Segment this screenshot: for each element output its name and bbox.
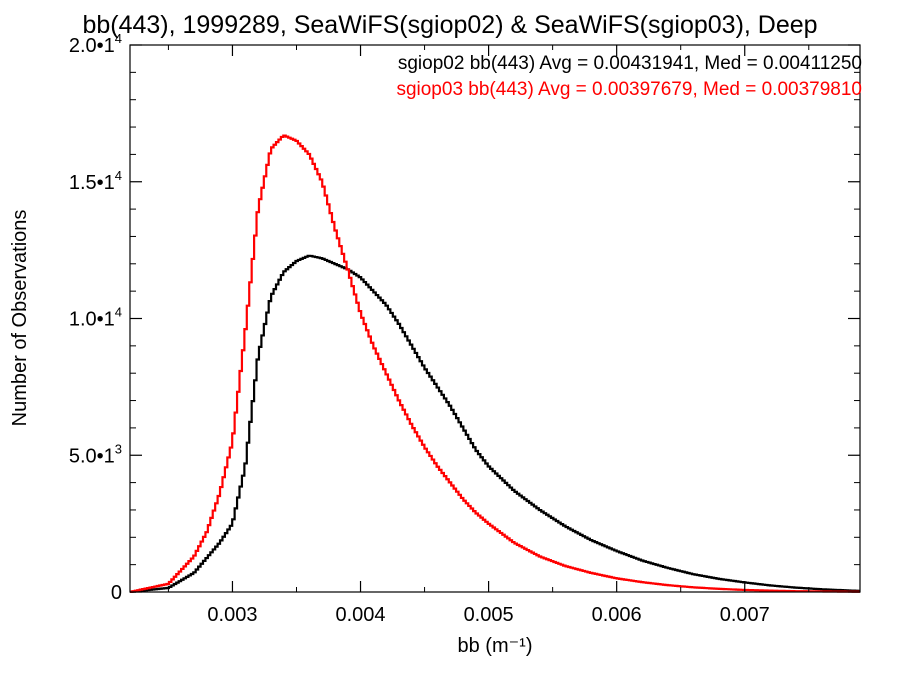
x-tick-label: 0.004 [335,604,385,626]
y-axis: 0 5.0•13 1.0•14 1.5•14 2.0•14 [69,31,860,604]
series-line-sgiop02 [130,254,860,593]
x-tick-label: 0.005 [464,604,514,626]
x-tick-label: 0.007 [720,604,770,626]
legend: sgiop02 bb(443) Avg = 0.00431941, Med = … [396,53,862,100]
x-tick-label: 0.006 [592,604,642,626]
x-tick-label: 0.003 [207,604,257,626]
series-line-sgiop03 [130,134,860,593]
plot-area [130,134,860,593]
y-tick-label: 1.0•14 [69,305,122,331]
x-axis-label: bb (m⁻¹) [458,635,533,657]
chart-title: bb(443), 1999289, SeaWiFS(sgiop02) & Sea… [82,11,817,39]
legend-entry-sgiop02: sgiop02 bb(443) Avg = 0.00431941, Med = … [398,53,862,74]
y-axis-label: Number of Observations [9,210,31,427]
y-tick-label: 1.5•14 [69,168,122,194]
x-axis: 0.003 0.004 0.005 0.006 0.007 [167,45,810,626]
legend-entry-sgiop03: sgiop03 bb(443) Avg = 0.00397679, Med = … [396,79,862,100]
y-tick-label: 2.0•14 [69,31,122,57]
y-tick-label: 5.0•13 [69,441,122,467]
y-tick-label: 0 [111,582,122,604]
